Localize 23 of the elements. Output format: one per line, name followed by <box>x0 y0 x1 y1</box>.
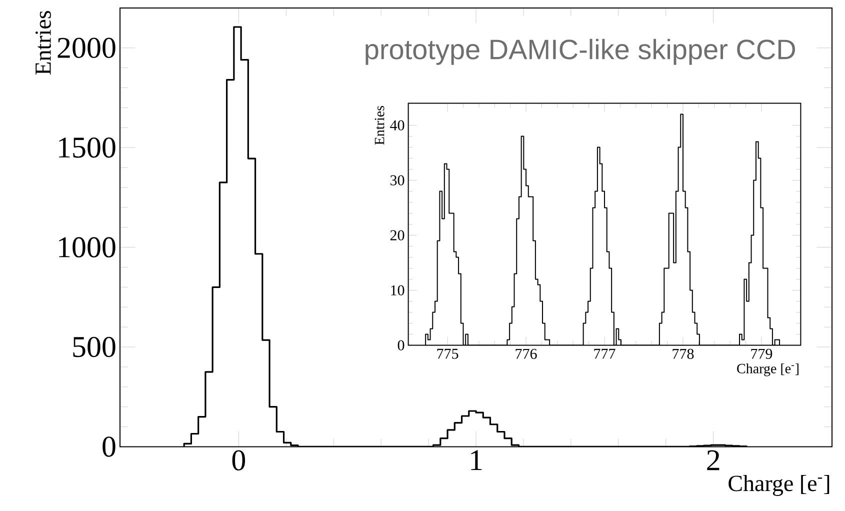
x-axis-title: Charge [e$^{-}$] <box>737 363 798 376</box>
y-tick-label: 1500 <box>59 137 116 158</box>
y-tick-label: 1000 <box>59 237 116 258</box>
x-tick-label: 778 <box>672 348 694 359</box>
annotation: prototype DAMIC-like skipper CCD <box>366 38 796 65</box>
y-tick-label: 0 <box>102 436 116 457</box>
x-tick-label: 1 <box>471 450 482 470</box>
x-tick-label: 2 <box>707 450 720 470</box>
x-tick-label: 777 <box>594 348 616 359</box>
y-tick-label: 2000 <box>58 38 116 58</box>
x-tick-label: 779 <box>751 348 772 359</box>
y-tick-label: 500 <box>73 336 116 358</box>
y-tick-label: 30 <box>390 175 404 186</box>
y-axis-title: Entries <box>35 11 51 75</box>
y-axis-title: Entries <box>374 106 384 145</box>
y-tick-label: 40 <box>390 120 404 130</box>
x-axis-title: Charge [e$^{-}$] <box>728 475 830 496</box>
x-tick-label: 775 <box>437 348 458 359</box>
x-tick-label: 0 <box>232 450 246 470</box>
y-tick-label: 10 <box>391 285 404 296</box>
y-tick-label: 0 <box>398 340 404 350</box>
y-tick-label: 20 <box>390 230 404 240</box>
x-tick-label: 776 <box>516 348 537 359</box>
